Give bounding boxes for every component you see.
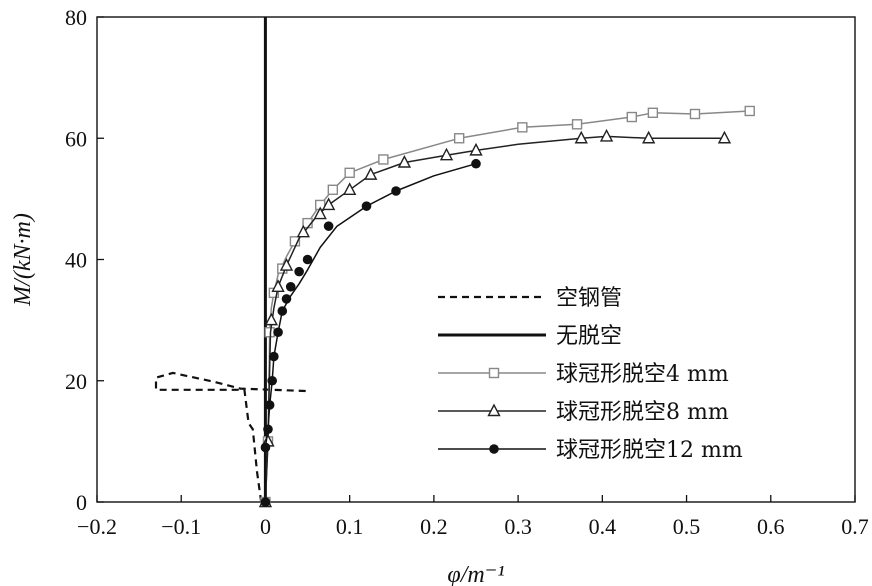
y-tick-label: 0 — [76, 490, 87, 515]
data-point — [296, 224, 311, 238]
data-point — [281, 294, 292, 304]
y-tick-label: 60 — [65, 126, 87, 151]
chart-series — [154, 17, 755, 508]
data-point — [488, 367, 500, 379]
data-point — [599, 128, 614, 142]
data-point — [641, 130, 656, 144]
data-point — [313, 206, 327, 220]
data-point — [273, 327, 283, 338]
y-tick-label: 20 — [65, 369, 87, 394]
data-point — [471, 158, 481, 169]
data-point — [489, 444, 499, 454]
data-point — [260, 497, 271, 507]
data-point — [571, 119, 583, 130]
data-point — [391, 186, 401, 196]
legend-label: 空钢管 — [556, 286, 622, 311]
data-point — [361, 201, 372, 211]
legend-item: 球冠形脱空12 mm — [438, 438, 743, 463]
y-axis-title: M/(kN·m) — [10, 213, 36, 307]
y-tick-label: 80 — [65, 5, 87, 30]
legend-label: 球冠形脱空4 mm — [556, 362, 729, 387]
data-point — [264, 312, 278, 326]
data-point — [264, 327, 275, 338]
data-point — [626, 111, 638, 123]
data-point — [264, 400, 275, 410]
data-point — [267, 375, 277, 386]
legend-item: 球冠形脱空8 mm — [438, 400, 729, 425]
data-point — [469, 142, 483, 156]
series-0 — [154, 371, 308, 503]
data-point — [271, 279, 285, 292]
legend-item: 空钢管 — [438, 286, 622, 311]
series-2 — [260, 105, 755, 508]
x-tick-label: 0 — [260, 514, 271, 539]
data-point — [344, 167, 355, 179]
data-point — [260, 442, 271, 453]
x-tick-label: 0.7 — [841, 514, 869, 539]
data-point — [323, 221, 334, 231]
data-point — [574, 130, 588, 144]
data-point — [717, 130, 732, 144]
data-point — [517, 122, 528, 133]
data-point — [343, 182, 357, 195]
chart-axes: −0.2 −0.1 0 0.1 0.2 0.3 0.4 0.5 0.6 0.7 0 20 40 60 80 φ… — [10, 5, 869, 586]
data-point — [378, 154, 389, 165]
series-line — [264, 162, 477, 502]
data-point — [327, 184, 339, 195]
plot-frame — [96, 16, 856, 503]
data-point — [397, 154, 412, 168]
x-tick-label: 0.1 — [336, 514, 364, 539]
x-tick-label: 0.4 — [589, 514, 617, 539]
data-point — [647, 107, 659, 118]
legend-label: 球冠形脱空12 mm — [556, 438, 743, 463]
data-point — [487, 403, 501, 417]
data-point — [294, 266, 304, 277]
legend-label: 无脱空 — [556, 324, 622, 349]
legend-item: 球冠形脱空4 mm — [438, 362, 729, 387]
series-4 — [260, 158, 481, 507]
y-tick-label: 40 — [65, 248, 87, 273]
data-point — [277, 306, 288, 316]
x-tick-label: 0.3 — [504, 514, 532, 539]
x-axis-title: φ/m⁻¹ — [447, 562, 504, 586]
x-tick-label: −0.2 — [77, 514, 117, 539]
x-tick-label: −0.1 — [161, 514, 201, 539]
x-tick-label: 0.5 — [673, 514, 701, 539]
series-line — [154, 371, 308, 503]
x-tick-label: 0.2 — [420, 514, 448, 539]
x-tick-label: 0.6 — [757, 514, 785, 539]
data-point — [689, 108, 701, 120]
data-point — [744, 105, 755, 117]
data-point — [269, 351, 279, 362]
data-point — [279, 258, 294, 271]
data-point — [321, 197, 336, 211]
data-point — [263, 424, 273, 435]
data-point — [453, 133, 465, 144]
data-point — [364, 167, 378, 180]
data-point — [285, 281, 296, 292]
data-point — [302, 254, 313, 265]
legend-item: 无脱空 — [438, 324, 622, 349]
legend-label: 球冠形脱空8 mm — [556, 400, 729, 425]
data-point — [439, 147, 454, 161]
